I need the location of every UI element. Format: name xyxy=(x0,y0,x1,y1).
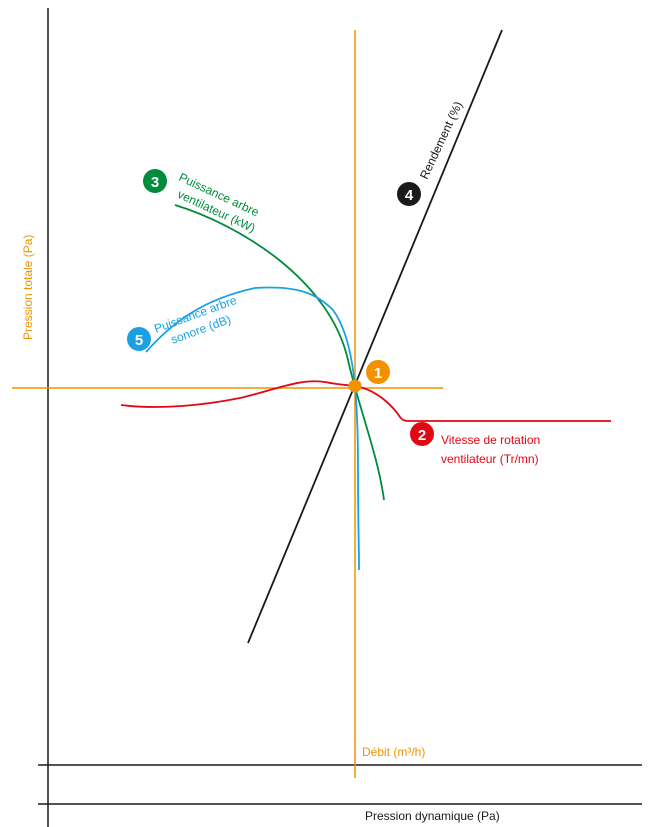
pression-totale-label: Pression totale (Pa) xyxy=(21,235,35,340)
puissance-db-badge: 5 xyxy=(127,327,151,351)
svg-text:3: 3 xyxy=(151,174,159,191)
operating-point-dot xyxy=(348,379,362,393)
svg-text:5: 5 xyxy=(135,332,143,349)
puissance-db-label: Puissance arbre sonore (dB) xyxy=(152,293,239,347)
operating-point-badge: 1 xyxy=(366,360,390,384)
svg-text:1: 1 xyxy=(374,365,382,382)
puissance-db-curve xyxy=(145,286,360,571)
puissance-kw-badge: 3 xyxy=(143,169,167,193)
vitesse-label-line1: Vitesse de rotation xyxy=(441,433,540,447)
rendement-badge: 4 xyxy=(397,182,421,206)
puissance-kw-label: Puissance arbre ventilateur (kW) xyxy=(175,170,261,235)
svg-text:4: 4 xyxy=(405,187,414,204)
svg-text:2: 2 xyxy=(418,427,426,444)
pression-dynamique-label: Pression dynamique (Pa) xyxy=(365,809,500,823)
vitesse-badge: 2 xyxy=(410,422,434,446)
rendement-label: Rendement (%) xyxy=(417,99,465,181)
puissance-kw-curve xyxy=(174,204,385,501)
debit-label: Débit (m³/h) xyxy=(362,745,425,759)
vitesse-label-line2: ventilateur (Tr/mn) xyxy=(441,452,539,466)
vitesse-curve xyxy=(120,380,611,422)
rendement-curve xyxy=(247,29,503,644)
